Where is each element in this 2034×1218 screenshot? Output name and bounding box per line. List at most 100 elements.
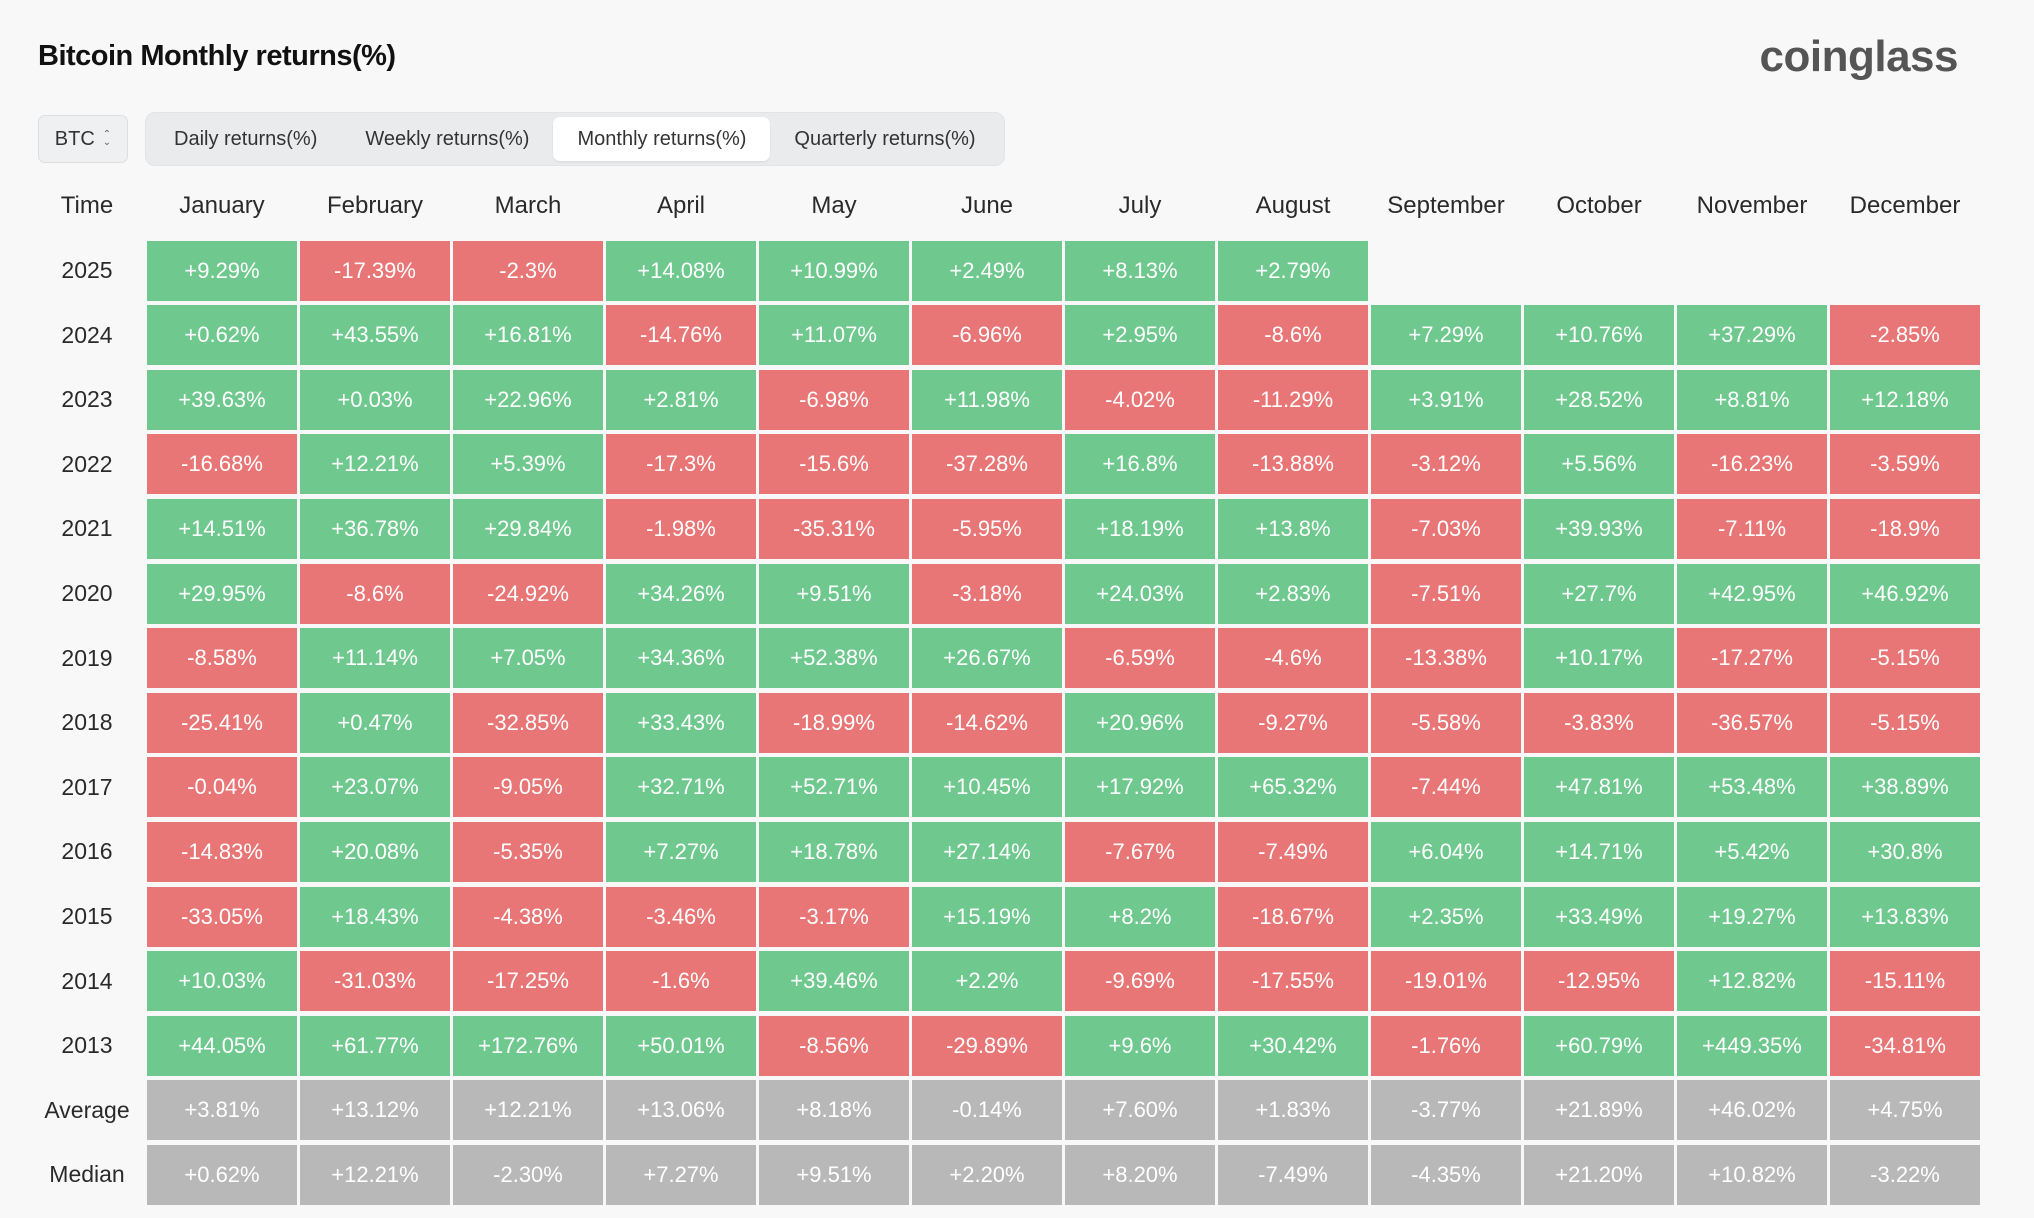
return-cell-2023-september: +3.91%	[1371, 369, 1521, 430]
return-cell-2021-august: +13.8%	[1218, 498, 1368, 559]
return-cell-median-december: -3.22%	[1830, 1144, 1980, 1205]
return-cell-2022-january: -16.68%	[147, 434, 297, 495]
return-cell-2025-april: +14.08%	[606, 240, 756, 301]
column-header-february: February	[326, 192, 424, 219]
row-label-average: Average	[44, 1096, 130, 1123]
return-cell-2025-march: -2.3%	[453, 240, 603, 301]
return-cell-2025-may: +10.99%	[759, 240, 909, 301]
row-label-2022: 2022	[61, 450, 113, 477]
return-cell-2017-february: +23.07%	[300, 757, 450, 818]
return-cell-2017-august: +65.32%	[1218, 757, 1368, 818]
return-cell-2025-january: +9.29%	[147, 240, 297, 301]
return-cell-2014-june: +2.2%	[912, 951, 1062, 1012]
tab-quarterly-returns[interactable]: Quarterly returns(%)	[794, 128, 976, 150]
return-cell-2020-august: +2.83%	[1218, 563, 1368, 624]
return-cell-2013-february: +61.77%	[300, 1015, 450, 1076]
return-cell-2023-january: +39.63%	[147, 369, 297, 430]
return-cell-median-september: -4.35%	[1371, 1144, 1521, 1205]
return-cell-2017-may: +52.71%	[759, 757, 909, 818]
tab-monthly-returns[interactable]: Monthly returns(%)	[553, 117, 771, 161]
return-cell-2024-may: +11.07%	[759, 305, 909, 366]
return-cell-2013-november: +449.35%	[1677, 1015, 1827, 1076]
return-cell-2023-march: +22.96%	[453, 369, 603, 430]
return-cell-2016-august: -7.49%	[1218, 821, 1368, 882]
return-cell-2023-october: +28.52%	[1524, 369, 1674, 430]
row-label-median: Median	[49, 1161, 125, 1188]
return-cell-2019-may: +52.38%	[759, 628, 909, 689]
return-cell-2016-may: +18.78%	[759, 821, 909, 882]
return-cell-average-august: +1.83%	[1218, 1080, 1368, 1141]
return-cell-2024-september: +7.29%	[1371, 305, 1521, 366]
column-header-august: August	[1255, 192, 1331, 219]
tab-daily-returns[interactable]: Daily returns(%)	[174, 128, 318, 150]
return-cell-2022-december: -3.59%	[1830, 434, 1980, 495]
return-cell-2025-november	[1677, 241, 1827, 301]
return-cell-2020-june: -3.18%	[912, 563, 1062, 624]
return-cell-2019-october: +10.17%	[1524, 628, 1674, 689]
row-label-2016: 2016	[61, 838, 113, 865]
column-header-december: December	[1849, 192, 1961, 219]
return-cell-median-march: -2.30%	[453, 1144, 603, 1205]
return-cell-2023-may: -6.98%	[759, 369, 909, 430]
return-cell-2025-september	[1371, 241, 1521, 301]
return-cell-2018-december: -5.15%	[1830, 692, 1980, 753]
return-cell-average-february: +13.12%	[300, 1080, 450, 1141]
return-cell-2025-december	[1830, 241, 1980, 301]
return-cell-median-july: +8.20%	[1065, 1144, 1215, 1205]
return-cell-2020-july: +24.03%	[1065, 563, 1215, 624]
return-cell-2020-december: +46.92%	[1830, 563, 1980, 624]
return-cell-2022-may: -15.6%	[759, 434, 909, 495]
return-cell-2015-may: -3.17%	[759, 886, 909, 947]
return-cell-2018-july: +20.96%	[1065, 692, 1215, 753]
column-header-november: November	[1696, 192, 1808, 219]
return-cell-2013-september: -1.76%	[1371, 1015, 1521, 1076]
return-cell-2023-july: -4.02%	[1065, 369, 1215, 430]
row-label-2025: 2025	[61, 257, 113, 284]
return-cell-2016-november: +5.42%	[1677, 821, 1827, 882]
return-cell-2018-june: -14.62%	[912, 692, 1062, 753]
monthly-returns-table: Time January February March April May June July…	[30, 176, 1980, 1205]
return-cell-2019-november: -17.27%	[1677, 628, 1827, 689]
return-cell-2017-june: +10.45%	[912, 757, 1062, 818]
return-cell-2019-june: +26.67%	[912, 628, 1062, 689]
return-cell-2023-february: +0.03%	[300, 369, 450, 430]
return-cell-2015-august: -18.67%	[1218, 886, 1368, 947]
tab-weekly-returns[interactable]: Weekly returns(%)	[365, 128, 530, 150]
return-cell-2023-august: -11.29%	[1218, 369, 1368, 430]
column-header-july: July	[1118, 192, 1162, 219]
return-cell-2021-october: +39.93%	[1524, 498, 1674, 559]
return-cell-2024-june: -6.96%	[912, 305, 1062, 366]
return-cell-2016-january: -14.83%	[147, 821, 297, 882]
return-cell-2024-october: +10.76%	[1524, 305, 1674, 366]
return-cell-average-july: +7.60%	[1065, 1080, 1215, 1141]
return-cell-2015-december: +13.83%	[1830, 886, 1980, 947]
return-cell-2022-october: +5.56%	[1524, 434, 1674, 495]
return-cell-2024-november: +37.29%	[1677, 305, 1827, 366]
return-cell-2016-july: -7.67%	[1065, 821, 1215, 882]
column-header-march: March	[494, 192, 562, 219]
return-cell-2021-july: +18.19%	[1065, 498, 1215, 559]
row-label-2013: 2013	[61, 1032, 113, 1059]
return-cell-2025-august: +2.79%	[1218, 240, 1368, 301]
return-cell-2019-january: -8.58%	[147, 628, 297, 689]
return-cell-2023-november: +8.81%	[1677, 369, 1827, 430]
return-cell-2013-january: +44.05%	[147, 1015, 297, 1076]
return-cell-2020-april: +34.26%	[606, 563, 756, 624]
return-cell-2025-july: +8.13%	[1065, 240, 1215, 301]
return-cell-2016-september: +6.04%	[1371, 821, 1521, 882]
return-cell-2016-february: +20.08%	[300, 821, 450, 882]
asset-select[interactable]: BTC ⌃ ⌄	[38, 115, 128, 163]
return-cell-2013-may: -8.56%	[759, 1015, 909, 1076]
return-cell-2016-june: +27.14%	[912, 821, 1062, 882]
return-cell-2015-june: +15.19%	[912, 886, 1062, 947]
return-cell-2017-october: +47.81%	[1524, 757, 1674, 818]
return-cell-2024-december: -2.85%	[1830, 305, 1980, 366]
return-cell-2018-april: +33.43%	[606, 692, 756, 753]
return-cell-2021-april: -1.98%	[606, 498, 756, 559]
return-cell-2025-february: -17.39%	[300, 240, 450, 301]
return-cell-2019-march: +7.05%	[453, 628, 603, 689]
return-cell-2021-september: -7.03%	[1371, 498, 1521, 559]
asset-select-value: BTC	[54, 127, 95, 150]
return-cell-average-april: +13.06%	[606, 1080, 756, 1141]
row-label-2017: 2017	[61, 773, 113, 800]
